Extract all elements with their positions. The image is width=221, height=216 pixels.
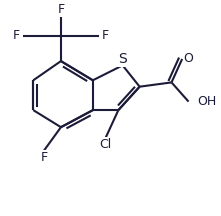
Text: Cl: Cl — [99, 138, 112, 151]
Text: F: F — [13, 29, 20, 42]
Text: F: F — [40, 151, 48, 164]
Text: F: F — [102, 29, 109, 42]
Text: O: O — [184, 52, 193, 65]
Text: OH: OH — [197, 95, 216, 108]
Text: F: F — [57, 3, 65, 16]
Text: S: S — [118, 52, 127, 66]
